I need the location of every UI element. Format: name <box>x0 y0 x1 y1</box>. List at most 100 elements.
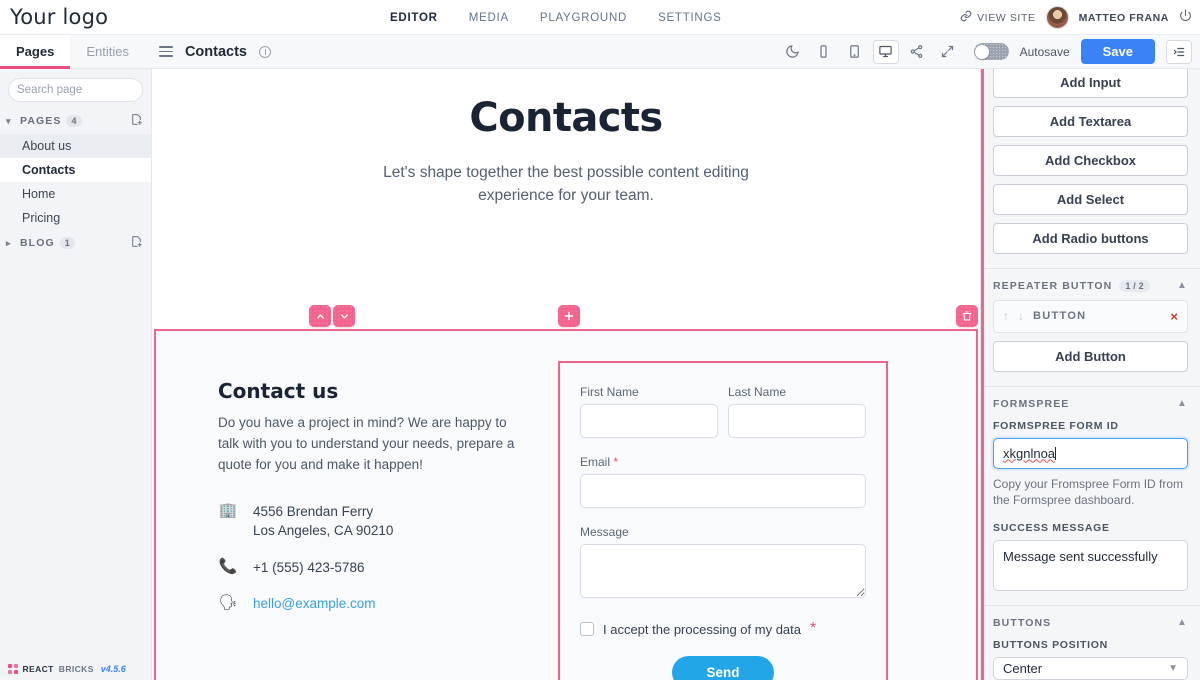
brand-name-part1: REACT <box>22 664 54 674</box>
phone-icon: 📞 <box>218 557 238 575</box>
blog-section-header[interactable]: ▸ BLOG 1 <box>0 230 151 256</box>
success-message-textarea[interactable] <box>993 539 1188 592</box>
hero-section[interactable]: Contacts Let's shape together the best p… <box>152 69 980 216</box>
buttons-title: BUTTONS <box>993 616 1052 629</box>
divider-3 <box>981 605 1200 606</box>
hamburger-icon[interactable] <box>158 46 173 57</box>
delete-block-button[interactable] <box>956 305 978 327</box>
success-message-label: SUCCESS MESSAGE <box>993 521 1110 534</box>
consent-required-marker: * <box>810 620 817 637</box>
last-name-label: Last Name <box>728 385 787 399</box>
nav-item-settings[interactable]: SETTINGS <box>658 11 722 24</box>
move-up-icon[interactable]: ↑ <box>1003 309 1009 324</box>
autosave-toggle[interactable] <box>973 43 1009 60</box>
add-input-button[interactable]: Add Input <box>993 69 1188 98</box>
move-block-down-button[interactable] <box>333 305 355 327</box>
add-select-button[interactable]: Add Select <box>993 184 1188 215</box>
search-input[interactable] <box>17 84 171 96</box>
send-button[interactable]: Send <box>672 656 774 680</box>
buttons-header[interactable]: BUTTONS ▲ <box>981 606 1200 637</box>
formspree-collapse-icon[interactable]: ▲ <box>1177 398 1188 409</box>
share-icon[interactable] <box>904 40 930 64</box>
sidebar-item-contacts[interactable]: Contacts <box>0 158 151 182</box>
formspree-form-id-input[interactable]: xkgnlnoa <box>993 437 1188 469</box>
contact-info-column: Contact us Do you have a project in mind… <box>218 379 518 680</box>
nav-item-editor[interactable]: EDITOR <box>390 11 438 24</box>
address-line1: 4556 Brendan Ferry <box>253 503 374 519</box>
contact-heading[interactable]: Contact us <box>218 379 339 403</box>
address-text: 4556 Brendan Ferry Los Angeles, CA 90210 <box>253 502 393 541</box>
contact-form-card[interactable]: First Name Last Name Email * <box>558 361 888 680</box>
hero-title[interactable]: Contacts <box>469 95 663 141</box>
blog-section-label: BLOG <box>20 237 55 249</box>
nav-item-playground[interactable]: PLAYGROUND <box>539 11 628 24</box>
add-field-buttons: Add Input Add Textarea Add Checkbox Add … <box>981 69 1200 262</box>
last-name-input[interactable] <box>728 404 866 438</box>
sidebar-item-about-us[interactable]: About us <box>0 134 151 158</box>
chevron-up-icon[interactable]: ▲ <box>1177 280 1188 292</box>
email-group: Email * <box>580 455 866 508</box>
send-row: Send <box>580 656 866 680</box>
add-page-icon[interactable] <box>130 113 143 129</box>
move-down-icon[interactable]: ↓ <box>1018 309 1024 324</box>
app-logo[interactable]: Your logo <box>10 5 109 29</box>
selected-block[interactable]: Contact us Do you have a project in mind… <box>154 329 978 680</box>
avatar[interactable] <box>1045 6 1069 29</box>
search-box[interactable] <box>8 78 183 102</box>
buttons-collapse-icon[interactable]: ▲ <box>1177 617 1188 629</box>
save-button[interactable]: Save <box>1080 39 1155 64</box>
brand-name-part2: BRICKS <box>58 664 94 674</box>
email-link[interactable]: hello@example.com <box>253 596 376 612</box>
contact-detail-phone: 📞 +1 (555) 423-5786 <box>218 558 518 578</box>
name-row: First Name Last Name <box>580 385 866 455</box>
formspree-header[interactable]: FORMSPREE ▲ <box>981 387 1200 418</box>
add-block-button[interactable] <box>558 305 580 327</box>
body-row: ▾ PAGES 4 About us Contacts Home Pricing… <box>0 69 1200 680</box>
sidebar-toggle-icon[interactable] <box>1166 39 1192 64</box>
view-site-label: VIEW SITE <box>977 11 1036 24</box>
add-blog-post-icon[interactable] <box>130 235 143 251</box>
mobile-view-icon[interactable] <box>811 40 837 64</box>
add-button-button[interactable]: Add Button <box>993 340 1188 372</box>
fullscreen-icon[interactable] <box>935 40 961 64</box>
sidebar-item-home[interactable]: Home <box>22 187 56 201</box>
info-icon[interactable] <box>259 45 271 58</box>
logout-icon[interactable] <box>1179 9 1192 27</box>
block-toolbar <box>152 305 980 331</box>
text-cursor <box>1055 446 1057 460</box>
divider-2 <box>981 385 1200 387</box>
add-button-wrapper: Add Button <box>981 340 1200 380</box>
dark-mode-icon[interactable] <box>780 40 806 64</box>
address-line2: Los Angeles, CA 90210 <box>253 523 394 539</box>
consent-checkbox[interactable] <box>580 622 594 636</box>
repeater-button-header[interactable]: REPEATER BUTTON 1 / 2 ▲ <box>981 269 1200 300</box>
tab-entities[interactable]: Entities <box>86 44 129 59</box>
buttons-position-value: Center <box>1003 660 1043 676</box>
sidebar-item-pricing[interactable]: Pricing <box>22 211 61 225</box>
add-radio-buttons-button[interactable]: Add Radio buttons <box>993 223 1188 254</box>
add-textarea-button[interactable]: Add Textarea <box>993 106 1188 137</box>
consent-row[interactable]: I accept the processing of my data * <box>580 620 866 638</box>
repeater-counter-badge: 1 / 2 <box>1119 279 1150 292</box>
buttons-position-select[interactable]: Center ▼ <box>993 656 1188 680</box>
remove-item-icon[interactable]: × <box>1170 308 1178 324</box>
nav-item-media[interactable]: MEDIA <box>468 11 509 24</box>
message-textarea[interactable] <box>580 544 866 598</box>
add-checkbox-button[interactable]: Add Checkbox <box>993 145 1188 176</box>
first-name-input[interactable] <box>580 404 718 438</box>
tab-pages[interactable]: Pages <box>0 35 71 69</box>
hero-subtitle[interactable]: Let's shape together the best possible c… <box>383 164 749 205</box>
email-input[interactable] <box>580 474 866 508</box>
main-nav: EDITOR MEDIA PLAYGROUND SETTINGS <box>390 0 722 35</box>
email-label-text: Email <box>580 455 611 469</box>
consent-label: I accept the processing of my data <box>603 621 801 637</box>
tablet-view-icon[interactable] <box>842 40 868 64</box>
first-name-label: First Name <box>580 385 639 399</box>
repeater-item-button[interactable]: ↑ ↓ BUTTON × <box>993 299 1188 333</box>
move-block-up-button[interactable] <box>309 305 331 327</box>
desktop-view-icon[interactable] <box>872 39 899 64</box>
chevron-right-icon: ▸ <box>6 237 12 248</box>
view-site-button[interactable]: VIEW SITE <box>960 10 1036 25</box>
pages-section-header[interactable]: ▾ PAGES 4 <box>0 108 151 134</box>
contact-description[interactable]: Do you have a project in mind? We are ha… <box>218 415 515 472</box>
